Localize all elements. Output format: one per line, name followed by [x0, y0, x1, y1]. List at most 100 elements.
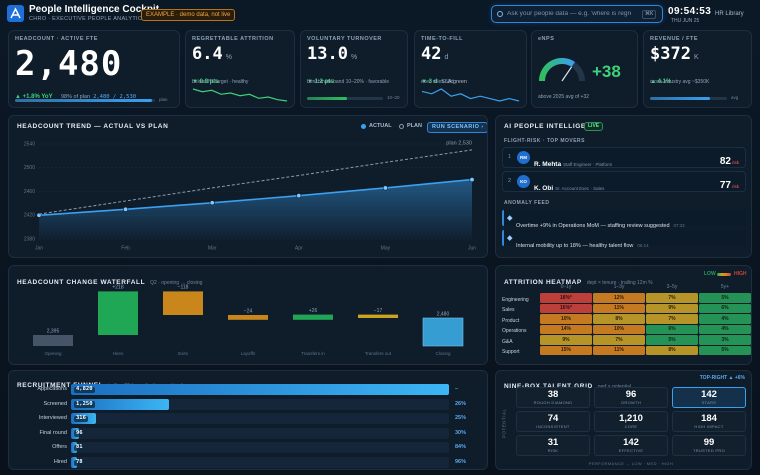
heat-cell: 7% [593, 335, 645, 345]
sparkline-path [421, 88, 520, 102]
cell-label: INCONSISTENT [536, 424, 570, 429]
value-label: 2,395 [47, 328, 60, 334]
panel-title: ATTRITION HEATMAP [504, 279, 582, 286]
row-label: Product [502, 317, 520, 324]
column-label: 3–5y [666, 284, 678, 290]
panel-title: RECRUITMENT FUNNEL [17, 382, 104, 389]
legend-low: LOW [704, 271, 716, 277]
progress-fill [307, 97, 347, 100]
kpi-note: above 2025 avg of +32 [538, 94, 590, 100]
cell-label: STARS [701, 400, 717, 405]
cell-value: 96 [625, 389, 637, 400]
y-tick-label: 2460 [24, 189, 35, 195]
cell-label: 4% [721, 315, 729, 322]
cell-label: 5% [721, 347, 729, 354]
mover-identity: K. Obi Sr. Account Exec · Sales [534, 178, 604, 194]
point [382, 185, 388, 191]
row-label: Operations [502, 328, 527, 334]
cell-value: 38 [547, 389, 559, 400]
cell-label: 6% [668, 326, 676, 333]
point [469, 177, 475, 183]
funnel-bar [71, 384, 449, 395]
progress-fill [650, 97, 711, 100]
kpi-label: REVENUE / FTE [650, 36, 699, 42]
row-label: Engineering [502, 296, 529, 303]
anomaly-icon [507, 215, 513, 221]
cell-label: 16%* [560, 305, 572, 312]
heat-cell: 3% [699, 335, 751, 345]
x-tick-label: Feb [121, 245, 130, 251]
funnel-track [71, 427, 449, 439]
gauge-fill [539, 58, 575, 82]
sparkline-path [192, 88, 288, 102]
cell-label: 8% [668, 347, 676, 354]
heat-cell: 9% [540, 335, 592, 345]
cell-label: HIGH IMPACT [694, 424, 724, 429]
kpi-unit: d [444, 54, 449, 61]
demo-badge: EXAMPLE · demo data, not live [141, 9, 236, 21]
value-label: −17 [374, 308, 383, 314]
mover-row: 2 KO K. Obi Sr. Account Exec · Sales 77risk [502, 171, 746, 192]
kpi-value-row: 42 d [421, 46, 448, 63]
category-label: Transfers out [365, 351, 392, 356]
conversion-rate: 26% [455, 400, 467, 407]
waterfall-bar [98, 291, 138, 335]
kpi-value-row: 2,480 [15, 47, 122, 81]
value-label: +26 [309, 308, 318, 314]
kpi-note: below 8% target · healthy [192, 79, 249, 85]
chart: 2380 2420 2460 2500 2540 Jan Feb Mar Apr May Jun pl… [24, 140, 476, 251]
row-label: Support [502, 349, 520, 355]
cell-label: EFFECTIVE [618, 448, 644, 453]
mover-rank: 2 [508, 178, 512, 184]
heat-cell: 10% [593, 324, 645, 334]
legend-high: HIGH [734, 271, 747, 277]
waterfall-bar [293, 314, 333, 320]
area [39, 179, 472, 239]
panel-subtitle: Q2 · opening → closing [150, 280, 203, 286]
cell-value: 31 [547, 437, 559, 448]
stage-label: Screened [43, 400, 67, 407]
category-label: Layoffs [241, 351, 256, 356]
panel-title: AI PEOPLE INTELLIGENCE [504, 123, 602, 130]
sparkline [421, 88, 520, 102]
conversion-rate: 25% [455, 415, 467, 422]
search-box[interactable]: Ask your people data — e.g. 'where is re… [491, 5, 663, 23]
mover-identity: R. Mehta Staff Engineer · Platform [534, 154, 612, 170]
stage-label: Final round [39, 429, 67, 436]
heat-cell: 5% [699, 345, 751, 355]
trend-panel: HEADCOUNT TREND — ACTUAL VS PLAN ACTUAL PL… [8, 115, 488, 258]
kpi-card: TIME-TO-FILL 42 d ▼ 3 d SLA green exec roles … [414, 30, 527, 108]
anomaly-text: Internal mobility up to 18% — healthy ta… [516, 243, 634, 249]
funnel-track [71, 413, 449, 425]
progress-tail: 10–20 [387, 95, 400, 100]
anomaly-text-row: Overtime +9% in Operations MoM — staffin… [516, 215, 685, 231]
kpi-delta-row: ▼ 3 d SLA green [421, 71, 467, 87]
kpi-card: HEADCOUNT · ACTIVE FTE 2,480 ▲ +1.8% YoY 98… [8, 30, 180, 108]
cell-label: 3% [721, 336, 729, 343]
panel-title: HEADCOUNT TREND — ACTUAL VS PLAN [17, 123, 169, 130]
x-tick-label: Jun [468, 245, 476, 251]
stage-label: Offers [52, 444, 67, 451]
value-label: +218 [112, 285, 123, 291]
column-label: 5y+ [720, 284, 730, 290]
cell-label: GROWTH [620, 400, 642, 405]
waterfall-bar [358, 314, 398, 318]
progress-tail: plan [159, 97, 168, 102]
ai-panel: AI PEOPLE INTELLIGENCE LIVE FLIGHT-RISK · … [495, 115, 752, 258]
anomaly-row: Internal mobility up to 18% — healthy ta… [502, 230, 746, 249]
cell-label: 18%* [560, 294, 572, 301]
kpi-value: $372 [650, 44, 691, 64]
scenario-button[interactable]: RUN SCENARIO › [427, 122, 487, 133]
cell-value: 74 [547, 413, 559, 424]
library-button[interactable]: HR Library [715, 11, 744, 17]
section-label: FLIGHT-RISK · TOP MOVERS [504, 138, 585, 144]
risk-score: 77 [719, 180, 731, 191]
cell-label: 7% [668, 315, 676, 322]
anomaly-text-row: Internal mobility up to 18% — healthy ta… [516, 235, 649, 251]
kpi-note: cross-industry avg ~$350K [650, 79, 710, 85]
waterfall-bar [422, 317, 464, 347]
heat-cell: 7% [646, 314, 698, 324]
y-tick-label: 2420 [24, 213, 35, 219]
y-tick-label: 2540 [24, 141, 35, 147]
